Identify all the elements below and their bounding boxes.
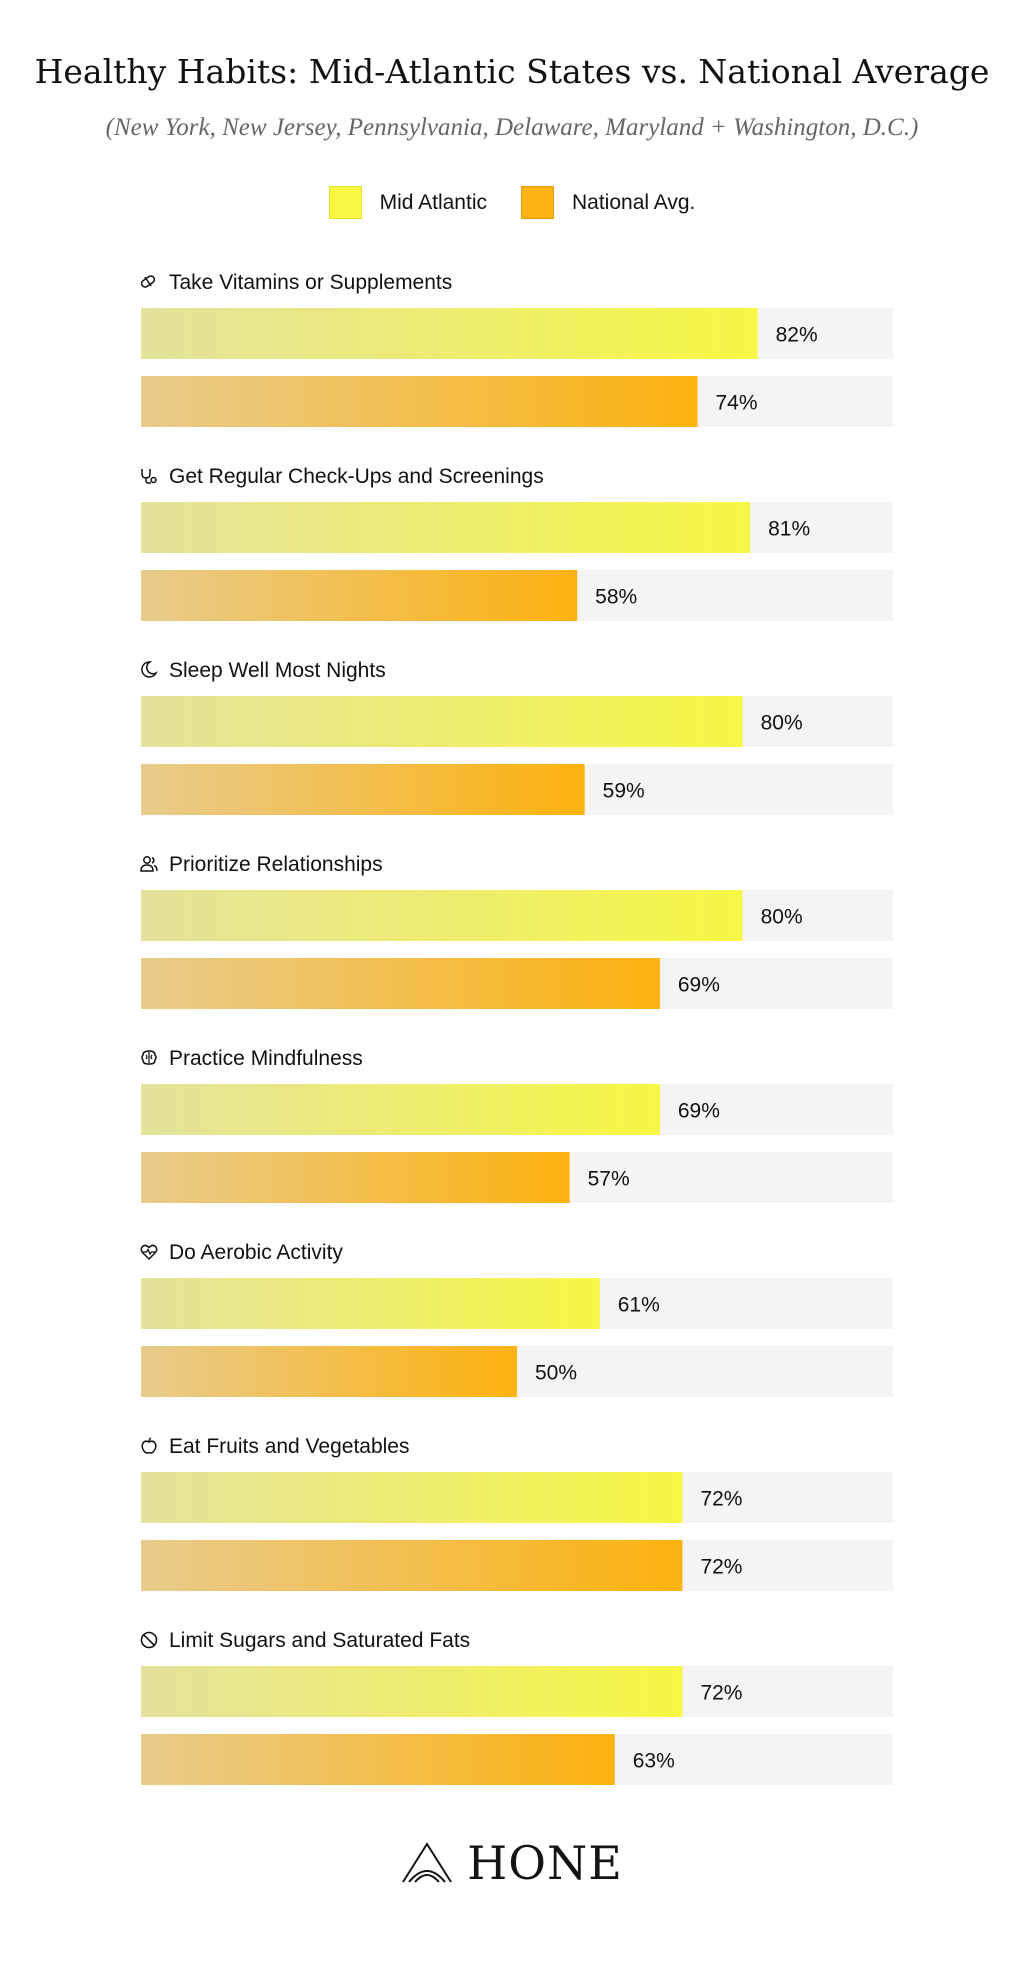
data-label: 72% — [700, 1682, 742, 1705]
legend-label-mid-atlantic: Mid Atlantic — [379, 190, 487, 214]
bar-mid-atlantic — [141, 696, 743, 747]
data-label: 72% — [700, 1556, 742, 1579]
bar-national-avg — [141, 1152, 570, 1203]
brand-logo: HONE — [0, 1836, 1024, 1890]
people-icon — [140, 856, 158, 872]
data-label: 57% — [588, 1168, 630, 1191]
bar-mid-atlantic — [141, 1472, 683, 1523]
category-label: Take Vitamins or Supplements — [169, 271, 452, 294]
category-label: Eat Fruits and Vegetables — [169, 1435, 410, 1458]
legend-item-mid-atlantic: Mid Atlantic — [328, 186, 487, 219]
category-label: Get Regular Check-Ups and Screenings — [169, 465, 544, 488]
bar-national-avg — [141, 764, 585, 815]
bar-mid-atlantic — [141, 1084, 660, 1135]
category-group: Get Regular Check-Ups and Screenings 81% 5… — [141, 465, 893, 621]
brain-icon — [141, 1050, 157, 1065]
category-group: Sleep Well Most Nights 80% 59% — [141, 659, 893, 815]
category-label: Limit Sugars and Saturated Fats — [169, 1629, 470, 1652]
pill-icon — [140, 275, 156, 288]
apple-icon — [141, 1437, 157, 1454]
category-label: Practice Mindfulness — [169, 1047, 363, 1070]
category-group: Prioritize Relationships 80% 69% — [140, 853, 893, 1009]
data-label: 74% — [715, 392, 757, 415]
data-label: 82% — [776, 324, 818, 347]
data-label: 58% — [595, 586, 637, 609]
category-label: Sleep Well Most Nights — [169, 659, 386, 682]
data-label: 72% — [700, 1488, 742, 1511]
chart-subtitle: (New York, New Jersey, Pennsylvania, Del… — [105, 114, 919, 141]
category-label: Do Aerobic Activity — [169, 1241, 343, 1264]
data-label: 81% — [768, 518, 810, 541]
data-label: 80% — [761, 906, 803, 929]
data-label: 59% — [603, 780, 645, 803]
data-label: 63% — [633, 1750, 675, 1773]
ban-icon — [140, 1631, 158, 1649]
bar-mid-atlantic — [141, 890, 743, 941]
stethoscope-icon — [141, 469, 157, 484]
category-group: Take Vitamins or Supplements 82% 74% — [140, 271, 893, 427]
legend-swatch-mid-atlantic — [328, 186, 362, 219]
brand-name: HONE — [467, 1836, 623, 1890]
data-label: 69% — [678, 974, 720, 997]
data-label: 80% — [761, 712, 803, 735]
category-group: Limit Sugars and Saturated Fats 72% 63% — [140, 1629, 893, 1785]
heartbeat-icon — [140, 1244, 158, 1261]
hone-mountain-icon — [402, 1842, 453, 1883]
bar-national-avg — [141, 570, 578, 621]
legend: Mid Atlantic National Avg. — [0, 186, 1024, 219]
moon-icon — [141, 661, 158, 678]
category-group: Do Aerobic Activity 61% 50% — [140, 1241, 893, 1397]
data-label: 61% — [618, 1294, 660, 1317]
legend-label-national-avg: National Avg. — [572, 190, 696, 214]
category-group: Eat Fruits and Vegetables 72% 72% — [141, 1435, 893, 1591]
bar-national-avg — [141, 1734, 615, 1785]
legend-item-national-avg: National Avg. — [521, 186, 695, 219]
bar-national-avg — [141, 958, 660, 1009]
data-label: 50% — [535, 1362, 577, 1385]
category-label: Prioritize Relationships — [169, 853, 383, 876]
bar-national-avg — [141, 376, 698, 427]
chart-title: Healthy Habits: Mid-Atlantic States vs. … — [34, 52, 990, 91]
bar-mid-atlantic — [141, 308, 758, 359]
bar-national-avg — [141, 1540, 683, 1591]
data-label: 69% — [678, 1100, 720, 1123]
category-group: Practice Mindfulness 69% 57% — [141, 1047, 893, 1203]
bar-mid-atlantic — [141, 1666, 683, 1717]
bar-mid-atlantic — [141, 502, 751, 553]
legend-swatch-national-avg — [521, 186, 554, 219]
bar-national-avg — [141, 1346, 517, 1397]
bar-mid-atlantic — [141, 1278, 600, 1329]
